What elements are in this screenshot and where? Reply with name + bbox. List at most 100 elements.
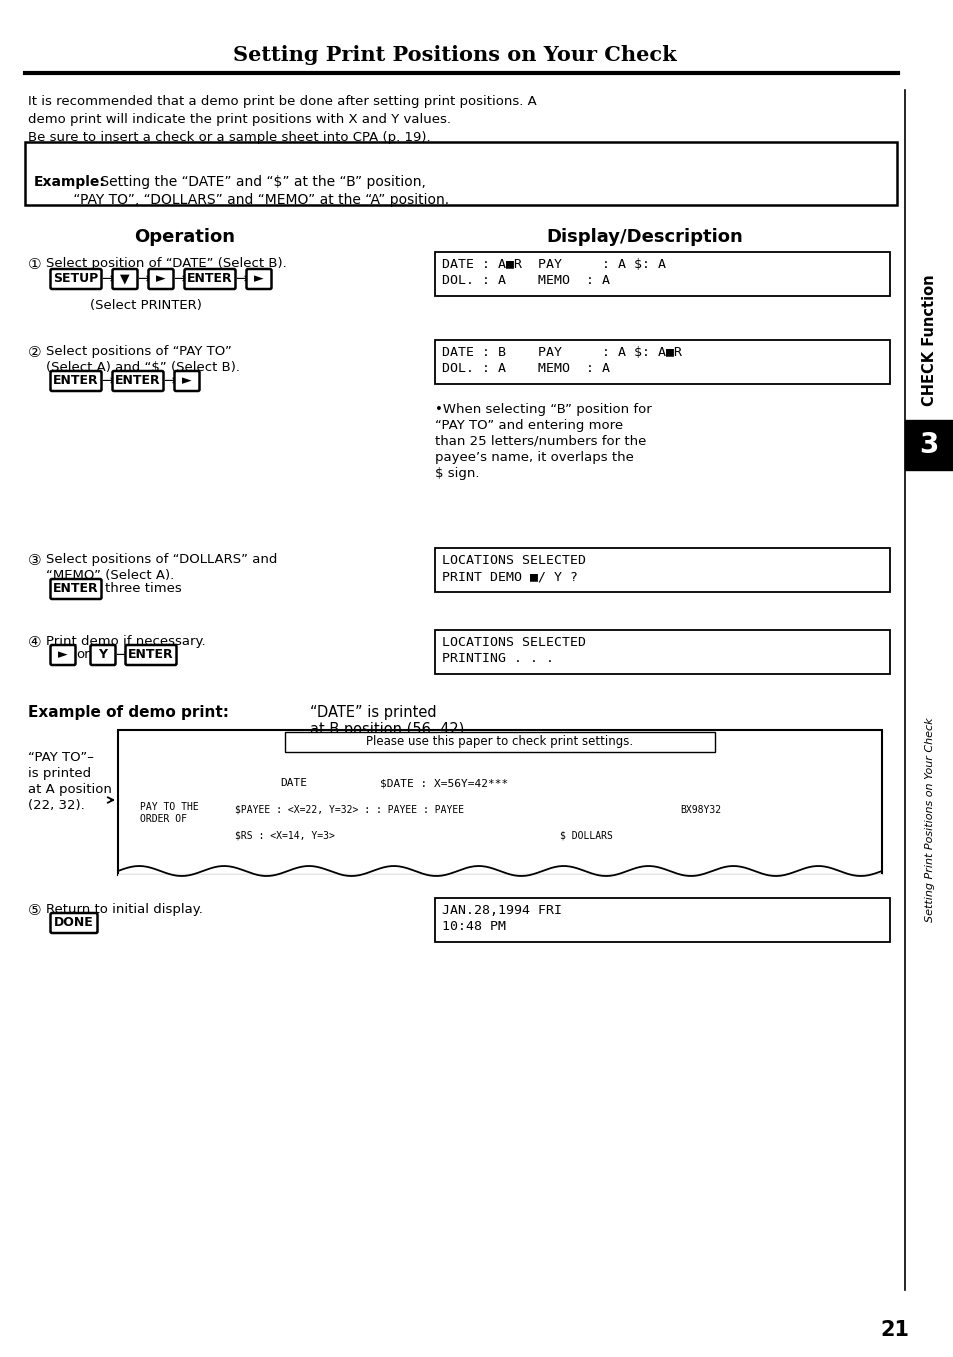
Text: LOCATIONS SELECTED: LOCATIONS SELECTED — [441, 636, 585, 649]
Text: LOCATIONS SELECTED: LOCATIONS SELECTED — [441, 554, 585, 567]
Text: PRINT DEMO ■/ Y ?: PRINT DEMO ■/ Y ? — [441, 570, 578, 584]
Text: →: → — [234, 271, 248, 286]
Text: Setting Print Positions on Your Check: Setting Print Positions on Your Check — [233, 45, 676, 65]
Bar — [118, 730, 882, 875]
Text: ENTER: ENTER — [115, 375, 161, 388]
Text: than 25 letters/numbers for the: than 25 letters/numbers for the — [435, 436, 646, 448]
Text: Select position of “DATE” (Select B).: Select position of “DATE” (Select B). — [46, 256, 287, 270]
FancyBboxPatch shape — [184, 269, 235, 289]
Bar — [435, 630, 889, 674]
Text: •When selecting “B” position for: •When selecting “B” position for — [435, 403, 651, 417]
Text: ①: ① — [28, 256, 42, 271]
FancyBboxPatch shape — [246, 269, 272, 289]
FancyBboxPatch shape — [51, 913, 97, 934]
Text: ORDER OF: ORDER OF — [140, 814, 187, 824]
Text: ►: ► — [253, 273, 264, 285]
Text: It is recommended that a demo print be done after setting print positions. A: It is recommended that a demo print be d… — [28, 95, 537, 109]
FancyBboxPatch shape — [51, 645, 75, 665]
Text: at A position: at A position — [28, 783, 112, 797]
Text: “PAY TO”–: “PAY TO”– — [28, 750, 93, 764]
Text: or: or — [76, 649, 90, 661]
Text: SETUP: SETUP — [53, 273, 98, 285]
Text: DATE: DATE — [280, 778, 307, 788]
Text: Select positions of “PAY TO”: Select positions of “PAY TO” — [46, 345, 232, 358]
Text: ►: ► — [182, 375, 192, 388]
Text: ENTER: ENTER — [128, 649, 173, 661]
Text: DOL. : A    MEMO  : A: DOL. : A MEMO : A — [441, 362, 609, 375]
FancyBboxPatch shape — [126, 645, 176, 665]
Text: Example:: Example: — [34, 175, 106, 189]
Text: (Select A) and “$” (Select B).: (Select A) and “$” (Select B). — [46, 361, 240, 375]
Text: DONE: DONE — [54, 916, 93, 930]
Text: →: → — [115, 647, 128, 662]
Text: ▼: ▼ — [120, 273, 130, 285]
Text: 3: 3 — [919, 432, 938, 459]
Text: ►: ► — [156, 273, 166, 285]
Text: Setting the “DATE” and “$” at the “B” position,: Setting the “DATE” and “$” at the “B” po… — [96, 175, 425, 189]
Text: payee’s name, it overlaps the: payee’s name, it overlaps the — [435, 451, 633, 464]
FancyBboxPatch shape — [91, 645, 115, 665]
Text: →: → — [137, 271, 150, 286]
Text: DATE : A■R  PAY     : A $: A: DATE : A■R PAY : A $: A — [441, 258, 665, 271]
Text: “PAY TO” and entering more: “PAY TO” and entering more — [435, 419, 622, 432]
Text: Return to initial display.: Return to initial display. — [46, 902, 203, 916]
Text: Display/Description: Display/Description — [546, 228, 742, 246]
FancyBboxPatch shape — [174, 370, 199, 391]
Text: 21: 21 — [879, 1320, 908, 1339]
Text: PAY TO THE: PAY TO THE — [140, 802, 198, 811]
Bar — [435, 252, 889, 296]
Bar — [904, 421, 953, 470]
Text: $RS : <X=14, Y=3>: $RS : <X=14, Y=3> — [234, 830, 335, 840]
Text: ⑤: ⑤ — [28, 902, 42, 917]
Text: is printed: is printed — [28, 767, 91, 780]
Text: Y: Y — [98, 649, 108, 661]
FancyBboxPatch shape — [51, 269, 101, 289]
Text: $ sign.: $ sign. — [435, 467, 479, 480]
FancyBboxPatch shape — [149, 269, 173, 289]
Text: ►: ► — [58, 649, 68, 661]
Text: ENTER: ENTER — [53, 375, 99, 388]
Text: “MEMO” (Select A).: “MEMO” (Select A). — [46, 569, 174, 582]
Bar — [25, 142, 896, 205]
Text: $ DOLLARS: $ DOLLARS — [559, 830, 612, 840]
Text: CHECK Function: CHECK Function — [922, 274, 937, 406]
Text: (Select PRINTER): (Select PRINTER) — [90, 299, 202, 312]
Text: Example of demo print:: Example of demo print: — [28, 706, 229, 721]
Text: JAN.28,1994 FRI: JAN.28,1994 FRI — [441, 904, 561, 917]
Text: Please use this paper to check print settings.: Please use this paper to check print set… — [366, 734, 633, 748]
Text: PRINTING . . .: PRINTING . . . — [441, 651, 554, 665]
Bar — [435, 341, 889, 384]
Text: “DATE” is printed: “DATE” is printed — [310, 706, 436, 721]
Text: ④: ④ — [28, 635, 42, 650]
Text: demo print will indicate the print positions with X and Y values.: demo print will indicate the print posit… — [28, 113, 451, 126]
Text: →: → — [101, 271, 113, 286]
Text: ENTER: ENTER — [187, 273, 233, 285]
Bar — [285, 731, 714, 752]
Text: DATE : B    PAY     : A $: A■R: DATE : B PAY : A $: A■R — [441, 346, 681, 360]
Bar — [435, 548, 889, 592]
Text: 10:48 PM: 10:48 PM — [441, 920, 505, 934]
Text: ②: ② — [28, 345, 42, 360]
Text: Be sure to insert a check or a sample sheet into CPA (p. 19).: Be sure to insert a check or a sample sh… — [28, 132, 430, 144]
Text: →: → — [163, 373, 175, 388]
Text: →: → — [172, 271, 186, 286]
Bar — [435, 898, 889, 942]
Text: BX98Y32: BX98Y32 — [679, 805, 720, 816]
FancyBboxPatch shape — [112, 269, 137, 289]
Text: Operation: Operation — [134, 228, 235, 246]
Text: (22, 32).: (22, 32). — [28, 799, 85, 811]
Text: DOL. : A    MEMO  : A: DOL. : A MEMO : A — [441, 274, 609, 286]
FancyBboxPatch shape — [51, 370, 101, 391]
Text: Setting Print Positions on Your Check: Setting Print Positions on Your Check — [924, 718, 934, 923]
FancyBboxPatch shape — [112, 370, 163, 391]
FancyBboxPatch shape — [51, 579, 101, 598]
Text: →: → — [101, 373, 113, 388]
Text: “PAY TO”, “DOLLARS” and “MEMO” at the “A” position.: “PAY TO”, “DOLLARS” and “MEMO” at the “A… — [34, 193, 449, 208]
Text: Print demo if necessary.: Print demo if necessary. — [46, 635, 206, 649]
Text: ③: ③ — [28, 554, 42, 569]
Text: three times: three times — [105, 582, 182, 596]
Text: $PAYEE : <X=22, Y=32> : : PAYEE : PAYEE: $PAYEE : <X=22, Y=32> : : PAYEE : PAYEE — [234, 805, 464, 816]
Text: at B position (56, 42).: at B position (56, 42). — [310, 722, 469, 737]
Text: $DATE : X=56Y=42***: $DATE : X=56Y=42*** — [379, 778, 508, 788]
Text: Select positions of “DOLLARS” and: Select positions of “DOLLARS” and — [46, 554, 277, 566]
